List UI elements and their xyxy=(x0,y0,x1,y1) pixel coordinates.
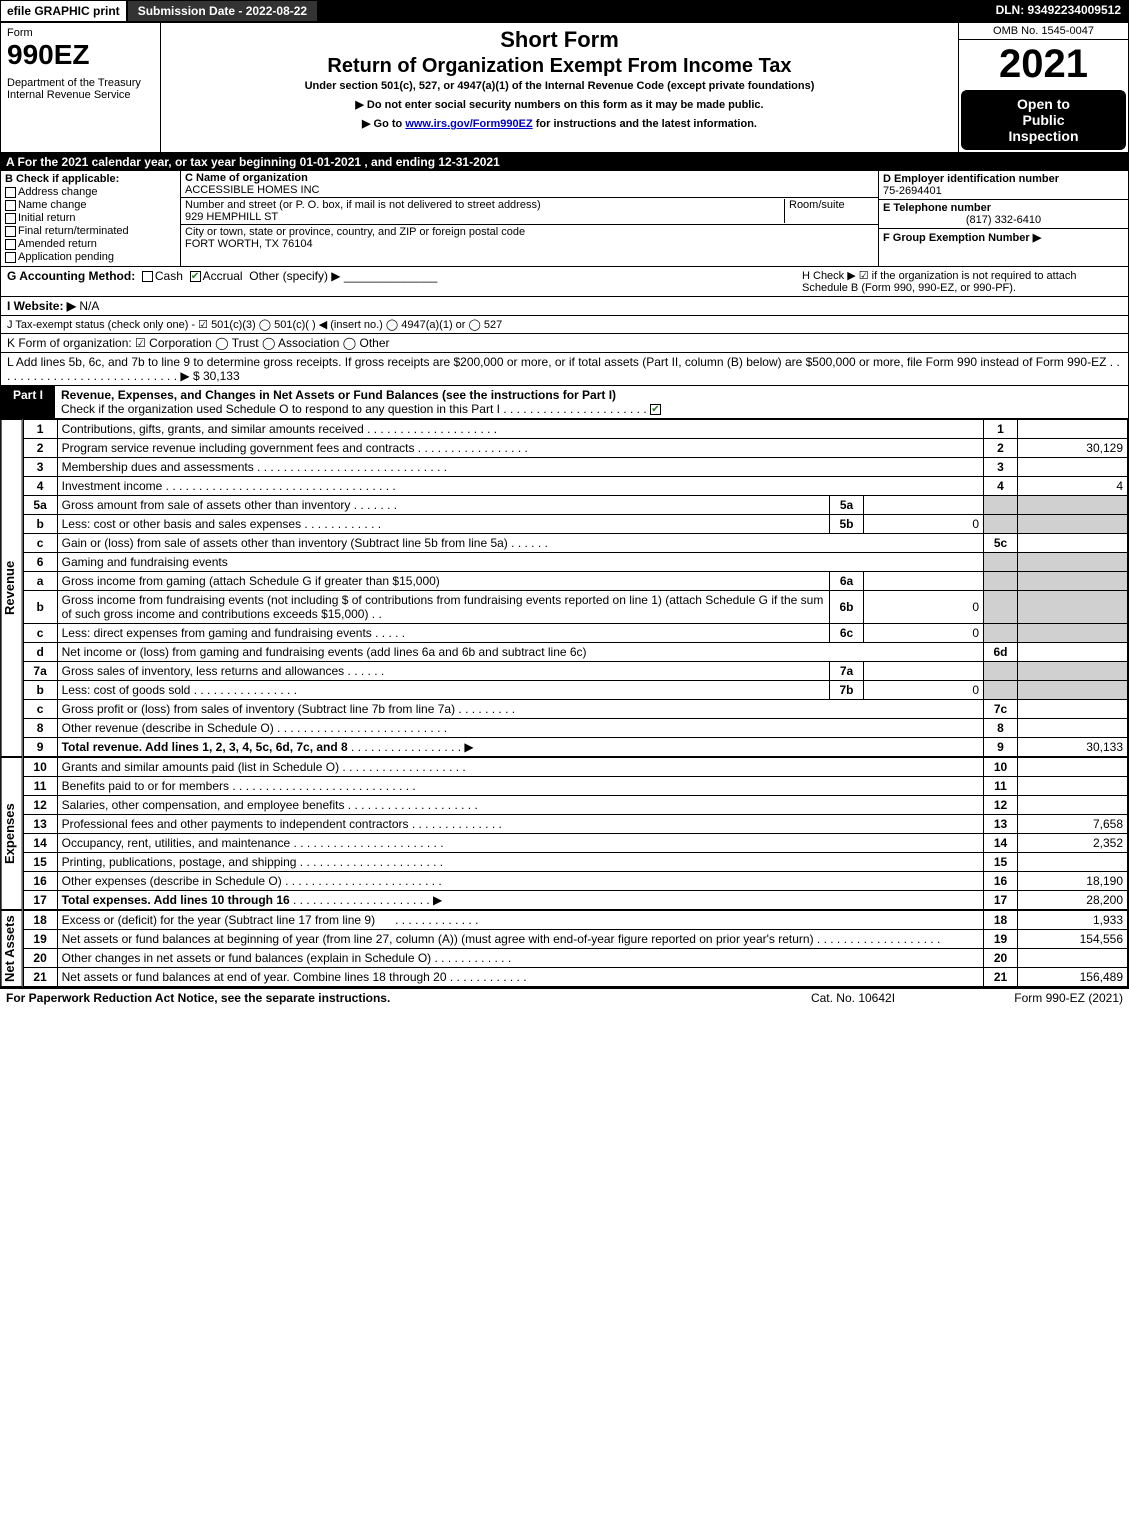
line-20: 20Other changes in net assets or fund ba… xyxy=(23,949,1127,968)
revenue-table: 1Contributions, gifts, grants, and simil… xyxy=(23,419,1128,757)
dept-label: Department of the Treasury xyxy=(7,77,154,89)
section-b-to-f: B Check if applicable: Address change Na… xyxy=(0,171,1129,267)
line-18: 18Excess or (deficit) for the year (Subt… xyxy=(23,911,1127,930)
footer-paperwork: For Paperwork Reduction Act Notice, see … xyxy=(6,991,763,1005)
line-7c: cGross profit or (loss) from sales of in… xyxy=(23,700,1127,719)
short-form-title: Short Form xyxy=(169,27,950,53)
col-def: D Employer identification number75-26944… xyxy=(878,171,1128,266)
org-name: ACCESSIBLE HOMES INC xyxy=(185,184,319,196)
line-19: 19Net assets or fund balances at beginni… xyxy=(23,930,1127,949)
chk-name-change[interactable]: Name change xyxy=(5,199,176,211)
line-1: 1Contributions, gifts, grants, and simil… xyxy=(23,420,1127,439)
c-addr-label: Number and street (or P. O. box, if mail… xyxy=(185,199,541,211)
line-h: H Check ▶ ☑ if the organization is not r… xyxy=(802,269,1122,294)
dln: DLN: 93492234009512 xyxy=(988,0,1129,22)
website: N/A xyxy=(79,299,99,313)
net-assets-label: Net Assets xyxy=(1,910,23,987)
line-5c: cGain or (loss) from sale of assets othe… xyxy=(23,534,1127,553)
line-9: 9Total revenue. Add lines 1, 2, 3, 4, 5c… xyxy=(23,738,1127,757)
line-6c: cLess: direct expenses from gaming and f… xyxy=(23,624,1127,643)
line-i: I Website: ▶ N/A xyxy=(0,297,1129,316)
col-b: B Check if applicable: Address change Na… xyxy=(1,171,181,266)
expenses-table: 10Grants and similar amounts paid (list … xyxy=(23,757,1128,910)
line-j: J Tax-exempt status (check only one) - ☑… xyxy=(0,316,1129,334)
d-label: D Employer identification number xyxy=(883,173,1059,185)
efile-label: efile GRAPHIC print xyxy=(0,0,127,22)
line-13: 13Professional fees and other payments t… xyxy=(23,815,1127,834)
line-3: 3Membership dues and assessments . . . .… xyxy=(23,458,1127,477)
form-label: Form xyxy=(7,27,154,39)
org-address: 929 HEMPHILL ST xyxy=(185,211,278,223)
line-21: 21Net assets or fund balances at end of … xyxy=(23,968,1127,987)
line-5a: 5aGross amount from sale of assets other… xyxy=(23,496,1127,515)
e-label: E Telephone number xyxy=(883,202,991,214)
c-name-label: C Name of organization xyxy=(185,172,308,184)
line-6d: dNet income or (loss) from gaming and fu… xyxy=(23,643,1127,662)
org-city: FORT WORTH, TX 76104 xyxy=(185,238,313,250)
part1-sub: Check if the organization used Schedule … xyxy=(61,402,500,416)
telephone: (817) 332-6410 xyxy=(883,214,1124,226)
irs-label: Internal Revenue Service xyxy=(7,89,154,101)
ein: 75-2694401 xyxy=(883,185,942,197)
line-12: 12Salaries, other compensation, and empl… xyxy=(23,796,1127,815)
form-header: Form 990EZ Department of the Treasury In… xyxy=(0,22,1129,153)
expenses-label: Expenses xyxy=(1,757,23,910)
room-suite-label: Room/suite xyxy=(784,199,874,223)
line-7a: 7aGross sales of inventory, less returns… xyxy=(23,662,1127,681)
line-6b: bGross income from fundraising events (n… xyxy=(23,591,1127,624)
note-goto: ▶ Go to www.irs.gov/Form990EZ for instru… xyxy=(169,117,950,130)
line-5b: bLess: cost or other basis and sales exp… xyxy=(23,515,1127,534)
chk-schedule-o[interactable] xyxy=(650,404,661,415)
line-a: A For the 2021 calendar year, or tax yea… xyxy=(0,153,1129,171)
g-label: G Accounting Method: xyxy=(7,269,135,283)
line-14: 14Occupancy, rent, utilities, and mainte… xyxy=(23,834,1127,853)
irs-link[interactable]: www.irs.gov/Form990EZ xyxy=(405,118,532,130)
omb-number: OMB No. 1545-0047 xyxy=(959,23,1128,40)
line-6: 6Gaming and fundraising events xyxy=(23,553,1127,572)
line-7b: bLess: cost of goods sold . . . . . . . … xyxy=(23,681,1127,700)
f-label: F Group Exemption Number ▶ xyxy=(883,232,1041,244)
footer-form: Form 990-EZ (2021) xyxy=(943,991,1123,1005)
line-17: 17Total expenses. Add lines 10 through 1… xyxy=(23,891,1127,910)
note-ssn: ▶ Do not enter social security numbers o… xyxy=(169,98,950,111)
part1-title: Revenue, Expenses, and Changes in Net As… xyxy=(61,388,616,402)
tax-year: 2021 xyxy=(959,40,1128,88)
line-15: 15Printing, publications, postage, and s… xyxy=(23,853,1127,872)
chk-cash[interactable] xyxy=(142,271,153,282)
open-to-public: Open toPublicInspection xyxy=(961,90,1126,150)
line-16: 16Other expenses (describe in Schedule O… xyxy=(23,872,1127,891)
net-assets-table: 18Excess or (deficit) for the year (Subt… xyxy=(23,910,1128,987)
footer-cat: Cat. No. 10642I xyxy=(763,991,943,1005)
l-amount: ▶ $ 30,133 xyxy=(180,369,239,383)
line-8: 8Other revenue (describe in Schedule O) … xyxy=(23,719,1127,738)
part1-label: Part I xyxy=(1,386,55,418)
chk-accrual[interactable] xyxy=(190,271,201,282)
line-g-h: G Accounting Method: Cash Accrual Other … xyxy=(0,267,1129,297)
revenue-label: Revenue xyxy=(1,419,23,757)
under-section: Under section 501(c), 527, or 4947(a)(1)… xyxy=(169,80,950,92)
col-c: C Name of organizationACCESSIBLE HOMES I… xyxy=(181,171,878,266)
footer: For Paperwork Reduction Act Notice, see … xyxy=(0,988,1129,1007)
line-l: L Add lines 5b, 6c, and 7b to line 9 to … xyxy=(0,353,1129,386)
line-6a: aGross income from gaming (attach Schedu… xyxy=(23,572,1127,591)
line-4: 4Investment income . . . . . . . . . . .… xyxy=(23,477,1127,496)
line-k: K Form of organization: ☑ Corporation ◯ … xyxy=(0,334,1129,353)
form-number: 990EZ xyxy=(7,39,154,71)
g-other: Other (specify) ▶ xyxy=(249,269,340,283)
top-bar: efile GRAPHIC print Submission Date - 20… xyxy=(0,0,1129,22)
chk-initial-return[interactable]: Initial return xyxy=(5,212,176,224)
chk-address-change[interactable]: Address change xyxy=(5,186,176,198)
chk-final-return[interactable]: Final return/terminated xyxy=(5,225,176,237)
form-title: Return of Organization Exempt From Incom… xyxy=(169,55,950,78)
submission-date: Submission Date - 2022-08-22 xyxy=(127,0,318,22)
b-label: B Check if applicable: xyxy=(5,173,119,185)
chk-application-pending[interactable]: Application pending xyxy=(5,251,176,263)
line-10: 10Grants and similar amounts paid (list … xyxy=(23,758,1127,777)
line-2: 2Program service revenue including gover… xyxy=(23,439,1127,458)
chk-amended-return[interactable]: Amended return xyxy=(5,238,176,250)
line-11: 11Benefits paid to or for members . . . … xyxy=(23,777,1127,796)
c-city-label: City or town, state or province, country… xyxy=(185,226,525,238)
